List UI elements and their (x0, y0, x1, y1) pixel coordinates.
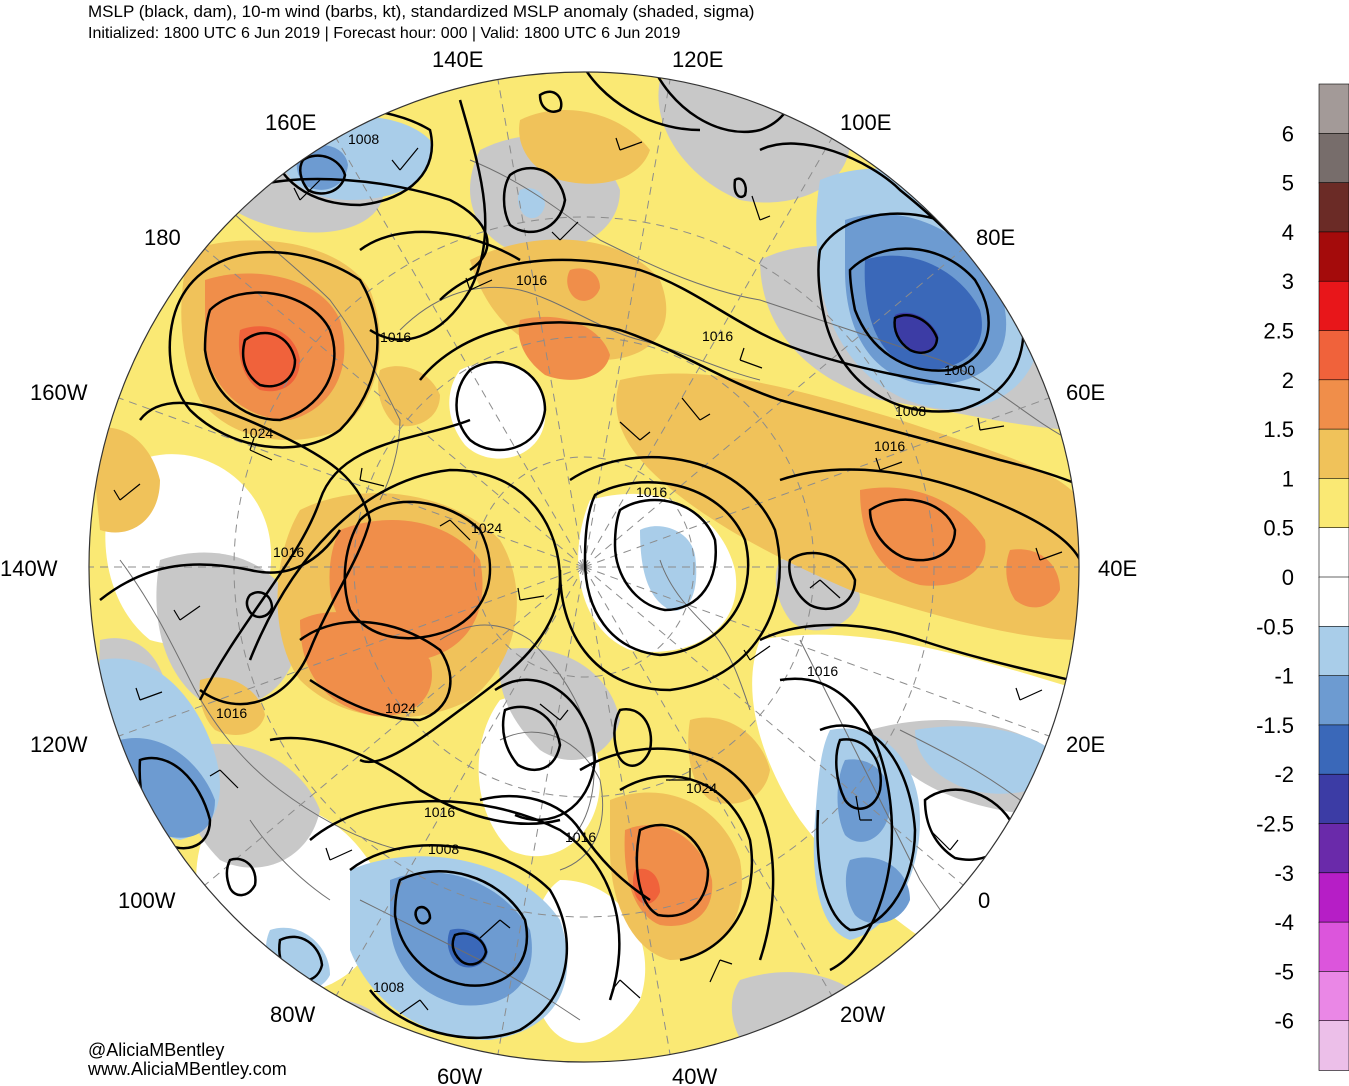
contour-label: 1008 (348, 131, 379, 147)
lon-label-100e: 100E (840, 110, 891, 135)
colorbar-swatch (1318, 478, 1349, 529)
contour-label: 1016 (565, 829, 596, 845)
colorbar-swatch (1318, 576, 1349, 628)
map-subtitle: Initialized: 1800 UTC 6 Jun 2019 | Forec… (88, 25, 681, 42)
colorbar-swatch (1318, 231, 1349, 282)
colorbar-swatch (1318, 773, 1349, 825)
map-title: MSLP (black, dam), 10-m wind (barbs, kt)… (88, 2, 755, 21)
contour-labels: 1008 1016 1016 1016 1000 1008 1016 1016 … (216, 131, 975, 995)
lon-label-140w: 140W (0, 556, 58, 581)
longitude-labels: 140E 120E 100E 80E 60E 40E 20E 0 20W 40W… (0, 47, 1137, 1086)
lon-label-80w: 80W (270, 1002, 315, 1027)
colorbar: 6 5 4 3 2.5 2 1.5 1 0.5 0 -0.5 -1 -1.5 -2 -2.5 -3 -4 -5 -6 (1256, 83, 1349, 1071)
colorbar-label: -2 (1274, 762, 1294, 787)
lon-label-140e: 140E (432, 47, 483, 72)
map-border (88, 71, 1080, 1063)
contour-label: 1016 (516, 272, 547, 288)
colorbar-label: 6 (1282, 121, 1294, 146)
colorbar-swatch (1318, 971, 1349, 1022)
credit-website: www.AliciaMBentley.com (88, 1059, 287, 1079)
colorbar-label: 0.5 (1263, 516, 1294, 541)
lon-label-160e: 160E (265, 110, 316, 135)
map-disk: 1008 1016 1016 1016 1000 1008 1016 1016 … (89, 72, 1079, 1062)
colorbar-label: 5 (1282, 171, 1294, 196)
contour-label: 1016 (216, 705, 247, 721)
lon-label-60e: 60E (1066, 380, 1105, 405)
contour-label: 1024 (471, 520, 502, 536)
lon-label-160w: 160W (30, 380, 88, 405)
lon-label-80e: 80E (976, 225, 1015, 250)
lon-label-0: 0 (978, 888, 990, 913)
colorbar-label: -4 (1274, 910, 1294, 935)
contour-label: 1008 (373, 979, 404, 995)
colorbar-label: 1 (1282, 466, 1294, 491)
colorbar-label: -1 (1274, 664, 1294, 689)
colorbar-swatch (1318, 675, 1349, 726)
contour-label: 1016 (380, 329, 411, 345)
colorbar-swatch (1318, 823, 1349, 874)
colorbar-swatch (1318, 379, 1349, 430)
colorbar-swatch (1318, 182, 1349, 233)
contour-label: 1016 (702, 328, 733, 344)
lon-label-100w: 100W (118, 888, 176, 913)
contour-label: 1024 (242, 425, 273, 441)
colorbar-swatch (1318, 625, 1349, 677)
isobars (99, 72, 1079, 1040)
colorbar-label: -5 (1274, 959, 1294, 984)
lon-label-20e: 20E (1066, 732, 1105, 757)
colorbar-label: -3 (1274, 861, 1294, 886)
contour-label: 1016 (424, 804, 455, 820)
contour-label: 1016 (874, 438, 905, 454)
colorbar-swatch (1318, 527, 1349, 578)
colorbar-label: -0.5 (1256, 614, 1294, 639)
colorbar-swatch (1318, 330, 1349, 381)
colorbar-label: -1.5 (1256, 713, 1294, 738)
colorbar-label: 4 (1282, 220, 1294, 245)
colorbar-label: -2.5 (1256, 812, 1294, 837)
contour-label: 1000 (944, 362, 975, 378)
colorbar-label: 3 (1282, 269, 1294, 294)
lon-label-60w: 60W (437, 1064, 482, 1086)
contour-label: 1024 (686, 780, 717, 796)
lon-label-180: 180 (144, 225, 181, 250)
contour-label: 1016 (636, 484, 667, 500)
colorbar-label: 2 (1282, 368, 1294, 393)
colorbar-swatch (1318, 280, 1349, 332)
contour-label: 1008 (428, 841, 459, 857)
colorbar-label: 2.5 (1263, 319, 1294, 344)
colorbar-swatch (1318, 133, 1349, 184)
lon-label-120e: 120E (672, 47, 723, 72)
contour-label: 1008 (895, 403, 926, 419)
lon-label-40e: 40E (1098, 556, 1137, 581)
contour-label: 1024 (385, 700, 416, 716)
colorbar-swatch (1318, 872, 1349, 923)
colorbar-swatch (1318, 921, 1349, 973)
colorbar-label: 1.5 (1263, 417, 1294, 442)
colorbar-swatch (1318, 83, 1349, 135)
colorbar-label: 0 (1282, 565, 1294, 590)
credit-handle: @AliciaMBentley (88, 1040, 225, 1060)
lon-label-120w: 120W (30, 732, 88, 757)
colorbar-label: -6 (1274, 1009, 1294, 1034)
colorbar-swatch (1318, 1020, 1349, 1071)
contour-label: 1016 (807, 663, 838, 679)
lon-label-20w: 20W (840, 1002, 885, 1027)
colorbar-swatch (1318, 724, 1349, 776)
colorbar-swatch (1318, 428, 1349, 480)
contour-label: 1016 (273, 544, 304, 560)
lon-label-40w: 40W (672, 1064, 717, 1086)
